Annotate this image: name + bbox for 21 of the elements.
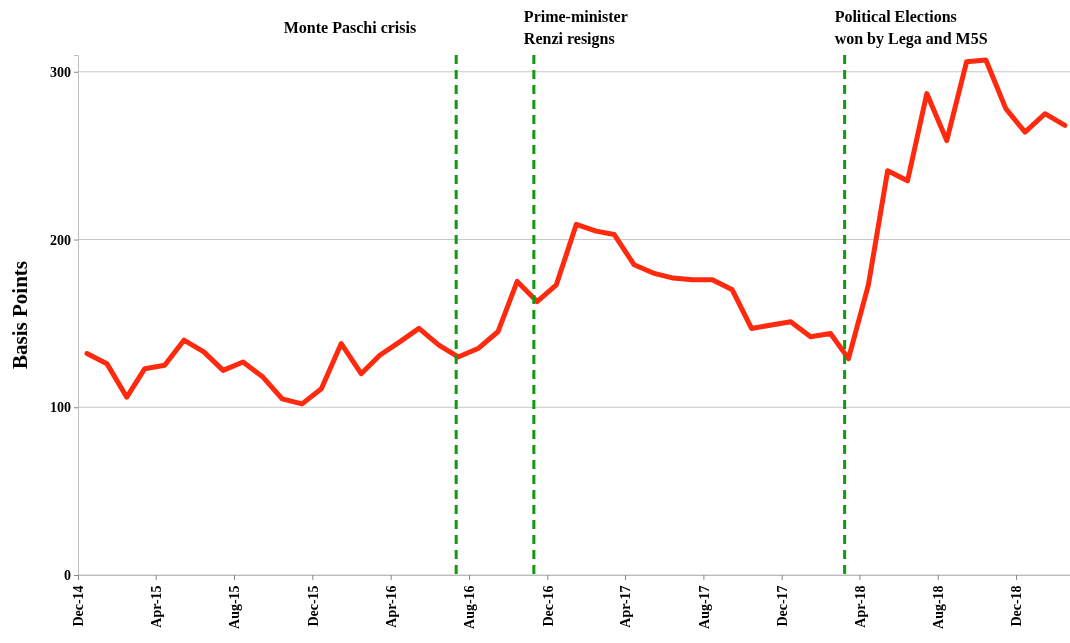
ref-line-label: Prime-minister Renzi resigns (523, 8, 628, 48)
x-tick-label: Aug-18 (931, 585, 947, 629)
y-tick-label: 200 (50, 232, 71, 248)
y-tick-label: 100 (50, 400, 71, 416)
ref-line-label: Monte Paschi crisis (283, 19, 417, 36)
x-tick-label: Aug-16 (462, 585, 478, 629)
x-tick-label: Apr-18 (852, 585, 868, 628)
x-tick-label: Dec-16 (540, 585, 556, 627)
ref-line-label: Political Elections won by Lega and M5S (834, 8, 988, 48)
y-tick-label: 300 (50, 64, 71, 80)
x-tick-label: Dec-18 (1009, 585, 1025, 627)
x-tick-label: Apr-15 (149, 585, 165, 628)
x-tick-label: Aug-17 (696, 585, 712, 629)
y-tick-label: 0 (64, 567, 71, 583)
x-tick-label: Dec-14 (71, 585, 87, 627)
y-axis-title: Basis Points (8, 261, 32, 369)
x-tick-label: Apr-16 (384, 585, 400, 628)
x-tick-label: Dec-17 (775, 585, 791, 627)
x-tick-label: Aug-15 (227, 585, 243, 629)
x-tick-label: Apr-17 (618, 585, 634, 628)
x-tick-label: Dec-15 (305, 585, 321, 627)
